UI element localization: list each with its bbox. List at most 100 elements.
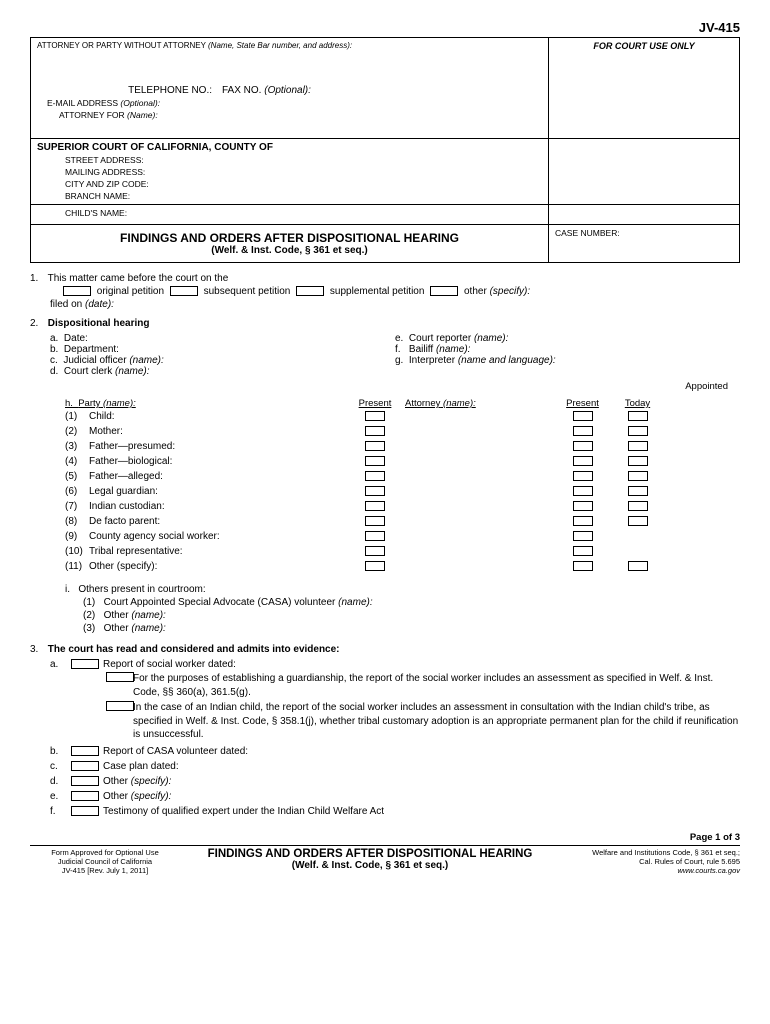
checkbox-atty-present[interactable] [573,531,593,541]
checkbox-present[interactable] [365,561,385,571]
form-number: JV-415 [30,20,740,35]
others-section: i. Others present in courtroom: (1) Cour… [30,584,740,634]
party-row: (6)Legal guardian: [65,484,740,499]
appointed-label: Appointed [30,381,740,392]
fax-label: FAX NO. [222,85,261,96]
footer-center: FINDINGS AND ORDERS AFTER DISPOSITIONAL … [180,848,560,875]
checkbox-atty-present[interactable] [573,441,593,451]
item-1-num: 1. [30,273,45,284]
checkbox-atty-present[interactable] [573,471,593,481]
item-3-num: 3. [30,644,45,655]
checkbox-3e[interactable] [71,791,99,801]
party-row: (2)Mother: [65,424,740,439]
checkbox-atty-present[interactable] [573,486,593,496]
item-2a: a. Date: [50,333,395,344]
label-original: original petition [97,286,164,297]
party-row: (3)Father—presumed: [65,439,740,454]
item-3b: b. Report of CASA volunteer dated: [30,746,740,757]
checkbox-atty-present[interactable] [573,501,593,511]
checkbox-supplemental[interactable] [296,286,324,296]
item-3a: a. Report of social worker dated: [30,659,740,670]
checkbox-atty-present[interactable] [573,411,593,421]
checkbox-present[interactable] [365,411,385,421]
item-3-title: The court has read and considered and ad… [48,644,340,655]
mailing-label: MAILING ADDRESS: [37,167,542,177]
item-3a1: For the purposes of establishing a guard… [30,672,740,699]
footer-right: Welfare and Institutions Code, § 361 et … [560,848,740,875]
checkbox-present[interactable] [365,531,385,541]
checkbox-3c[interactable] [71,761,99,771]
checkbox-atty-present[interactable] [573,456,593,466]
checkbox-original[interactable] [63,286,91,296]
checkbox-present[interactable] [365,486,385,496]
checkbox-3f[interactable] [71,806,99,816]
checkbox-present[interactable] [365,546,385,556]
checkbox-appointed[interactable] [628,561,648,571]
item-3: 3. The court has read and considered and… [30,644,740,817]
item-2d: d. Court clerk (name): [50,366,395,377]
item-2i1: (1) Court Appointed Special Advocate (CA… [65,597,740,608]
checkbox-3d[interactable] [71,776,99,786]
party-row: (5)Father—alleged: [65,469,740,484]
checkbox-subsequent[interactable] [170,286,198,296]
checkbox-present[interactable] [365,501,385,511]
checkbox-appointed[interactable] [628,486,648,496]
item-3e: e. Other (specify): [30,791,740,802]
party-table-header: h. Party (name): Present Attorney (name)… [65,398,740,409]
checkbox-3a[interactable] [71,659,99,669]
child-name-label: CHILD'S NAME: [37,208,127,218]
item-3c: c. Case plan dated: [30,761,740,772]
checkbox-atty-present[interactable] [573,546,593,556]
filed-label: filed on [50,299,82,310]
item-1: 1. This matter came before the court on … [30,273,740,310]
form-body: 1. This matter came before the court on … [30,273,740,817]
checkbox-appointed[interactable] [628,516,648,526]
form-title-section: FINDINGS AND ORDERS AFTER DISPOSITIONAL … [31,225,549,262]
court-title: SUPERIOR COURT OF CALIFORNIA, COUNTY OF [37,142,542,153]
item-2c: c. Judicial officer (name): [50,355,395,366]
checkbox-present[interactable] [365,441,385,451]
checkbox-atty-present[interactable] [573,426,593,436]
party-row: (7)Indian custodian: [65,499,740,514]
checkbox-appointed[interactable] [628,471,648,481]
case-number-label: CASE NUMBER: [549,225,739,262]
date-label: (date): [85,299,114,310]
email-label: E-MAIL ADDRESS [47,98,118,108]
item-2i3: (3) Other (name): [65,623,740,634]
label-supplemental: supplemental petition [330,286,425,297]
street-label: STREET ADDRESS: [37,155,542,165]
item-2i: i. Others present in courtroom: [65,584,740,595]
checkbox-appointed[interactable] [628,456,648,466]
label-specify: (specify): [490,286,531,297]
checkbox-present[interactable] [365,471,385,481]
checkbox-present[interactable] [365,516,385,526]
form-sub-title: (Welf. & Inst. Code, § 361 et seq.) [37,245,542,256]
attorney-section: ATTORNEY OR PARTY WITHOUT ATTORNEY (Name… [31,38,549,138]
item-2e: e. Court reporter (name): [395,333,740,344]
item-2i2: (2) Other (name): [65,610,740,621]
main-header-box: ATTORNEY OR PARTY WITHOUT ATTORNEY (Name… [30,37,740,263]
page-footer: Page 1 of 3 Form Approved for Optional U… [30,832,740,875]
checkbox-appointed[interactable] [628,426,648,436]
party-row: (11)Other (specify): [65,559,740,574]
checkbox-present[interactable] [365,426,385,436]
checkbox-atty-present[interactable] [573,516,593,526]
cityzip-label: CITY AND ZIP CODE: [37,179,542,189]
checkbox-appointed[interactable] [628,501,648,511]
item-2g: g. Interpreter (name and language): [395,355,740,366]
item-2-num: 2. [30,318,45,329]
item-2b: b. Department: [50,344,395,355]
checkbox-3a1[interactable] [106,672,134,682]
checkbox-appointed[interactable] [628,441,648,451]
checkbox-present[interactable] [365,456,385,466]
checkbox-atty-present[interactable] [573,561,593,571]
checkbox-3a2[interactable] [106,701,134,711]
page-number: Page 1 of 3 [30,832,740,846]
item-1-text: This matter came before the court on the [48,273,229,284]
checkbox-3b[interactable] [71,746,99,756]
checkbox-other[interactable] [430,286,458,296]
telephone-label: TELEPHONE NO.: [37,85,222,96]
checkbox-appointed[interactable] [628,411,648,421]
item-2: 2. Dispositional hearing a. Date: b. Dep… [30,318,740,634]
party-row: (4)Father—biological: [65,454,740,469]
